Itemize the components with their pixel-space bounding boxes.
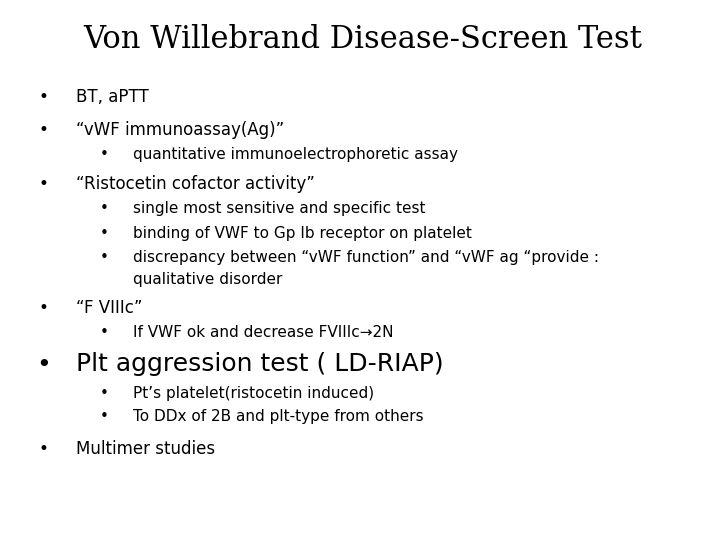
- Text: qualitative disorder: qualitative disorder: [133, 272, 282, 287]
- Text: Multimer studies: Multimer studies: [76, 440, 215, 458]
- Text: •: •: [100, 409, 109, 424]
- Text: •: •: [36, 353, 50, 376]
- Text: quantitative immunoelectrophoretic assay: quantitative immunoelectrophoretic assay: [133, 147, 458, 163]
- Text: •: •: [38, 120, 48, 139]
- Text: To DDx of 2B and plt-type from others: To DDx of 2B and plt-type from others: [133, 409, 424, 424]
- Text: “Ristocetin cofactor activity”: “Ristocetin cofactor activity”: [76, 174, 315, 193]
- Text: •: •: [38, 88, 48, 106]
- Text: Von Willebrand Disease-Screen Test: Von Willebrand Disease-Screen Test: [83, 24, 642, 55]
- Text: binding of VWF to Gp Ib receptor on platelet: binding of VWF to Gp Ib receptor on plat…: [133, 226, 472, 241]
- Text: •: •: [100, 250, 109, 265]
- Text: BT, aPTT: BT, aPTT: [76, 88, 148, 106]
- Text: discrepancy between “vWF function” and “vWF ag “provide :: discrepancy between “vWF function” and “…: [133, 250, 599, 265]
- Text: •: •: [38, 174, 48, 193]
- Text: •: •: [100, 147, 109, 163]
- Text: single most sensitive and specific test: single most sensitive and specific test: [133, 201, 426, 217]
- Text: “F VIIIc”: “F VIIIc”: [76, 299, 142, 317]
- Text: •: •: [100, 386, 109, 401]
- Text: •: •: [100, 226, 109, 241]
- Text: Plt aggression test ( LD-RIAP): Plt aggression test ( LD-RIAP): [76, 353, 444, 376]
- Text: If VWF ok and decrease FVIIIc→2N: If VWF ok and decrease FVIIIc→2N: [133, 325, 394, 340]
- Text: Pt’s platelet(ristocetin induced): Pt’s platelet(ristocetin induced): [133, 386, 374, 401]
- Text: •: •: [38, 440, 48, 458]
- Text: •: •: [38, 299, 48, 317]
- Text: “vWF immunoassay(Ag)”: “vWF immunoassay(Ag)”: [76, 120, 284, 139]
- Text: •: •: [100, 201, 109, 217]
- Text: •: •: [100, 325, 109, 340]
